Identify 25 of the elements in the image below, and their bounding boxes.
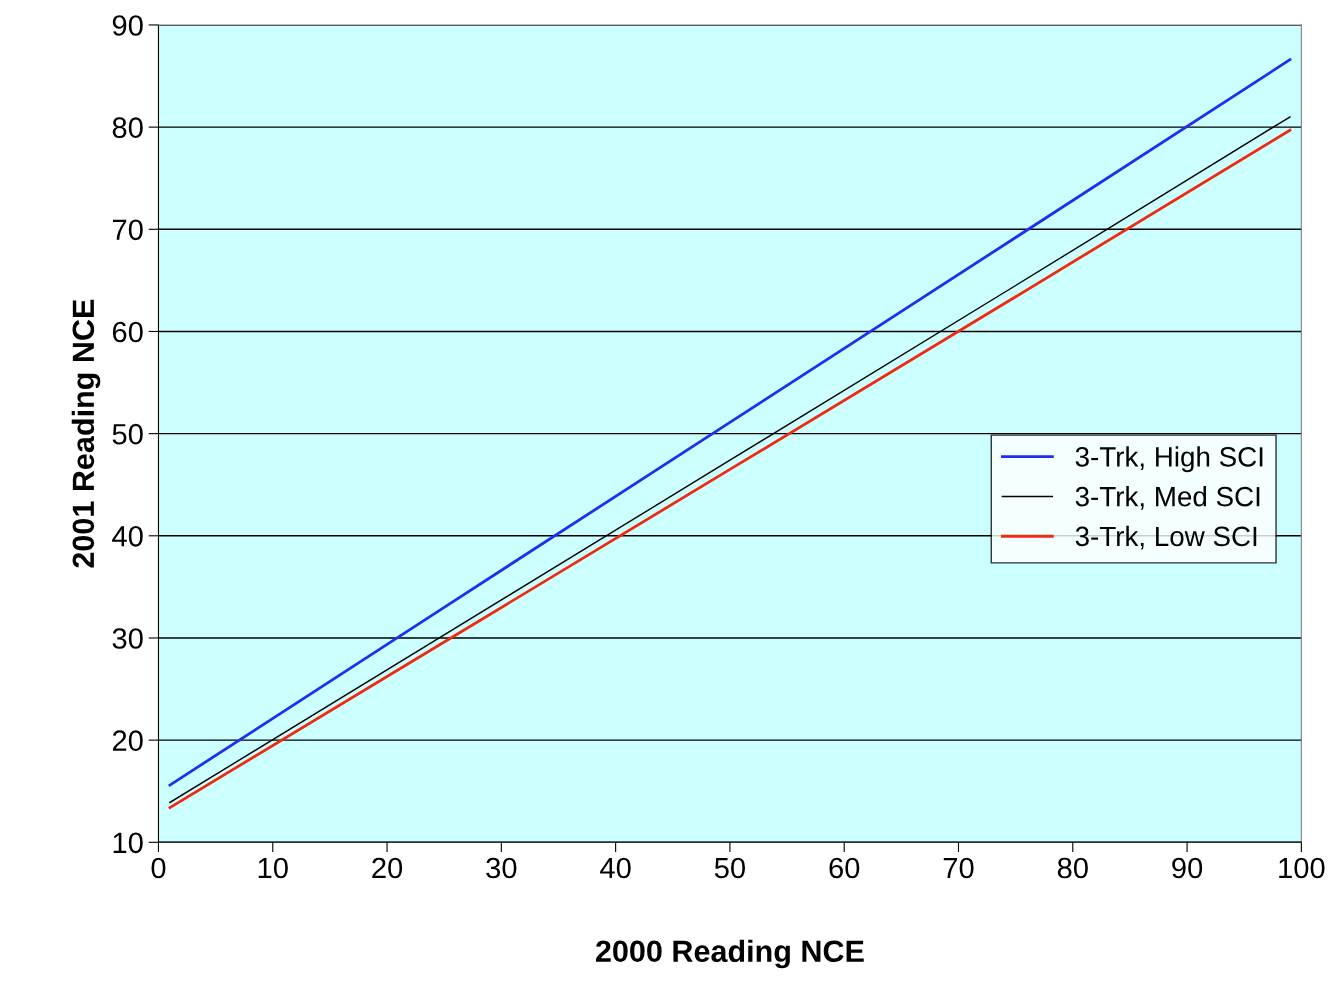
y-tick-label: 80 [112, 117, 143, 138]
x-tick-label: 80 [1057, 857, 1088, 879]
y-tick-label: 20 [112, 730, 143, 751]
y-tick-label: 30 [112, 628, 143, 649]
x-tick-label: 0 [151, 857, 166, 879]
x-tick-label: 20 [372, 857, 403, 879]
legend-label: 3-Trk, High SCI [1075, 446, 1263, 473]
y-tick-label: 40 [112, 526, 143, 547]
y-tick-label: 70 [112, 219, 143, 241]
x-tick-label: 30 [486, 857, 517, 879]
x-tick-label: 40 [600, 857, 631, 879]
x-tick-label: 60 [829, 857, 860, 879]
legend-label: 3-Trk, Low SCI [1075, 525, 1257, 550]
y-tick-label: 60 [112, 321, 143, 343]
x-tick-label: 100 [1279, 857, 1325, 879]
x-tick-label: 10 [258, 857, 288, 879]
x-tick-label: 90 [1172, 857, 1203, 879]
y-tick-label: 90 [112, 15, 143, 36]
y-axis-title: 2001 Reading NCE [71, 299, 101, 568]
x-tick-label: 50 [714, 857, 745, 879]
legend-label: 3-Trk, Med SCI [1075, 486, 1260, 510]
y-tick-label: 10 [113, 832, 143, 854]
x-axis-title: 2000 Reading NCE [595, 939, 864, 969]
x-tick-label: 70 [943, 857, 974, 879]
y-tick-label: 50 [112, 423, 143, 445]
